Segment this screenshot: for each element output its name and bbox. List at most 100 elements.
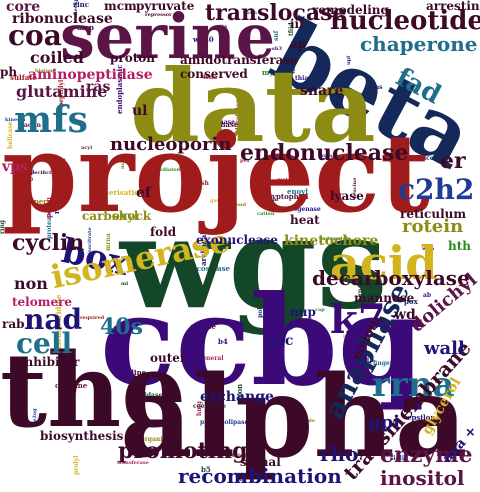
word-rotein: rotein [402,216,464,237]
filler-word: ligase [174,135,191,141]
word-rho: rho [320,442,359,466]
filler-word: trna [203,74,218,81]
word-inhibitor: inhibitor [20,355,80,369]
filler-word: tryptophan [265,192,309,201]
word-recombination: recombination [178,464,342,488]
word-glutamine: glutamine [16,82,108,101]
word-k7: k7 [330,296,386,343]
word-cell: cell [16,327,73,360]
word-serine: serine [60,0,276,73]
filler-word: gtp [22,176,34,183]
word-40s: 40s [100,314,144,340]
word-the: the [0,331,187,451]
filler-word: motor [277,177,294,183]
word-project: project [2,111,430,237]
word-signal: signal [240,455,281,469]
word-coa: coa [8,19,62,52]
word-decarboxylase: decarboxylase [312,266,470,290]
word-c2h2: c2h2 [398,173,475,206]
filler-word: nadh [243,10,258,16]
word-aminopeptidase: aminopeptidase [28,67,153,83]
filler-word: ml [121,281,129,287]
word-ccbq: ccbq [100,269,425,414]
filler-word: spc [58,347,70,354]
filler-word: required [80,315,105,321]
filler-word: dehydrogenase [270,206,321,213]
filler-word: repressor [145,12,172,18]
word-mcm: mcm [104,0,137,13]
word-nucleoporin: nucleoporin [110,134,232,155]
word-core: core [6,0,41,15]
filler-word: reductase [391,322,425,329]
filler-word: gata [210,198,223,204]
filler-word: dna [22,168,35,175]
filler-word: cap [315,307,325,313]
filler-word: tubulin [232,453,253,459]
word-fold: fold [150,225,177,239]
word-rab: rab [2,317,25,331]
word-heat: heat [290,213,320,227]
filler-word: pox [404,297,418,306]
word-gpi: gpi [368,412,401,433]
word-vps: vps [2,159,28,175]
word-promoting: promoting [118,438,248,464]
filler-word: prolyl [73,455,80,475]
word-wgs: wgs [120,189,388,337]
filler-word: mediated [154,167,181,173]
word-nucleotide: nucleotide [330,6,480,36]
word-non: non [14,274,48,293]
filler-word: coenzyme [193,403,226,410]
word-ul: ul [132,103,148,119]
word-exchange: exchange [200,389,274,405]
filler-word: enoyl [287,187,308,196]
word-ras: ras [86,79,111,95]
word-conserved: conserved [180,67,248,81]
filler-word: trans [365,84,383,91]
filler-word: lipase [49,157,66,163]
word-carboxyl: carboxyl [82,209,139,223]
word-pyruvate: pyruvate [136,0,195,13]
word-chaperone: chaperone [360,32,478,56]
filler-word: site [217,24,228,30]
filler-word: sh3 [272,46,282,52]
filler-word: wd40 [193,35,214,44]
word-snare: snare [300,83,344,99]
filler-word: mutase [318,153,339,159]
word-proton: proton [110,51,155,65]
filler-word: sulfate [10,73,37,82]
filler-word: proline [118,368,147,377]
word-hth: hth [448,239,471,253]
word-inositol: inositol [380,466,465,490]
filler-word: acyl [81,145,93,151]
word-data: data [130,47,376,165]
word-shock: shock [112,209,152,223]
word-ph: ph [0,65,18,79]
filler-word: synthase [204,120,239,129]
word-rrna: rrna [372,365,455,405]
word-amidotransferase: amidotransferase [180,53,298,67]
filler-word: permease [343,333,371,339]
filler-word: general [198,355,224,362]
word-alpha: alpha [120,352,468,483]
filler-word: transferase [117,460,149,466]
filler-word: actin [24,122,41,129]
word-ef: ef [136,185,151,201]
filler-word: atp [363,357,374,364]
filler-word: histone [35,68,56,74]
filler-word: b4 [218,337,228,346]
word-telomere: telomere [12,295,73,309]
filler-word: phospholipase [200,419,249,426]
word-outer: outer [150,351,187,365]
word-enzyme: enzyme [380,442,473,468]
word-endonuclease: endonuclease [240,140,409,166]
filler-word: cysteine [55,381,88,390]
filler-word: u6 [291,239,301,248]
filler-word: specificity [28,170,57,176]
filler-word: pex [240,158,250,164]
filler-word: with [422,246,435,252]
filler-word: mismatch [322,236,350,242]
filler-word: b5 [201,465,211,474]
filler-word: gtpase [190,322,216,331]
filler-word: e1 [239,476,247,483]
word-mannose: mannose [354,291,415,305]
